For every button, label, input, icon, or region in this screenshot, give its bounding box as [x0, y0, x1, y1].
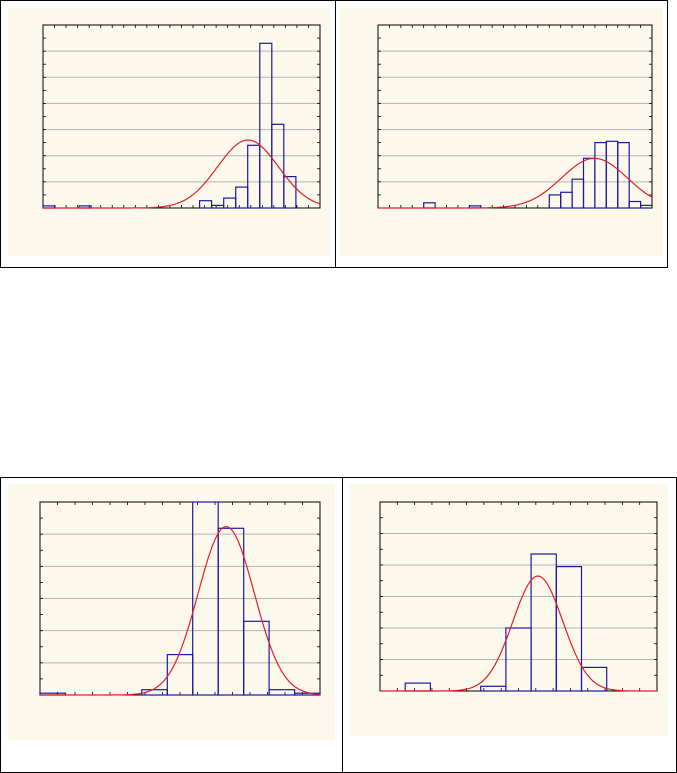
histogram-bar-top-left — [235, 186, 249, 209]
histogram-bar-bottom-right — [530, 553, 557, 692]
histogram-bar-bottom-right — [404, 682, 432, 692]
histogram-bar-top-right — [594, 142, 607, 209]
plot-border-top-right — [377, 24, 653, 209]
histogram-bar-bottom-right — [480, 685, 507, 692]
histogram-bar-bottom-right — [580, 666, 608, 692]
histogram-bar-top-right — [617, 142, 630, 209]
chart-panel-top-right — [340, 8, 663, 256]
histogram-bar-bottom-right — [555, 565, 583, 692]
histogram-bar-top-right — [639, 204, 653, 209]
histogram-bar-bottom-left — [166, 653, 194, 696]
histogram-bar-bottom-left — [268, 689, 296, 696]
histogram-bar-top-left — [259, 42, 273, 209]
histogram-bar-top-left — [283, 176, 297, 209]
normal-curve-top-right — [378, 157, 653, 209]
chart-panel-bottom-right — [350, 484, 668, 736]
histogram-bar-top-right — [605, 140, 619, 209]
histogram-bar-bottom-left — [243, 620, 270, 696]
histogram-bar-top-left — [211, 204, 225, 209]
chart-panel-top-left — [8, 8, 330, 256]
normal-curve-top-left — [43, 139, 321, 209]
histogram-bar-top-right — [423, 202, 436, 209]
histogram-bar-top-right — [628, 200, 642, 209]
histogram-bar-top-left — [223, 197, 237, 209]
histogram-bar-top-right — [582, 157, 596, 209]
histogram-bar-bottom-left — [217, 527, 245, 696]
histogram-bar-top-left — [271, 123, 285, 209]
plot-border-top-left — [42, 24, 321, 209]
histogram-bar-top-left — [247, 144, 261, 209]
histogram-bar-top-right — [560, 191, 573, 209]
chart-panel-bottom-left — [7, 484, 335, 740]
histogram-bar-top-left — [199, 200, 213, 209]
histogram-bar-top-right — [571, 178, 585, 209]
histogram-bar-top-right — [548, 194, 562, 209]
normal-curve-bottom-left — [40, 525, 321, 696]
normal-curve-bottom-right — [380, 575, 657, 692]
